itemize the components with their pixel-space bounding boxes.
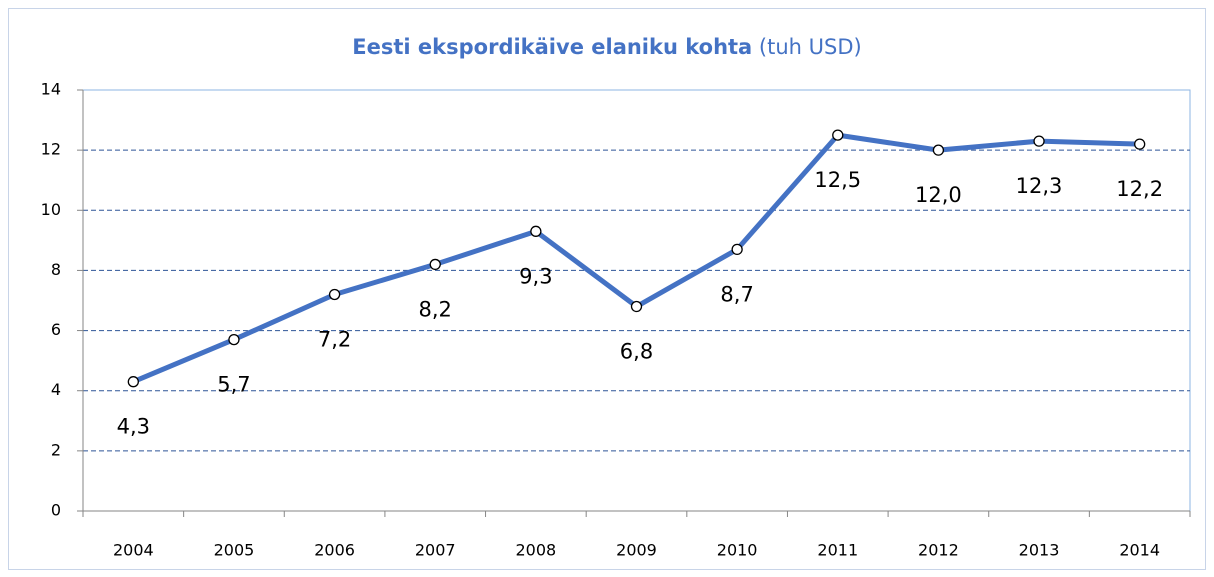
data-point <box>731 243 743 256</box>
x-tick-label: 2013 <box>1019 541 1060 560</box>
data-point <box>932 144 945 156</box>
y-tick-label: 6 <box>51 320 61 339</box>
data-label: 12,0 <box>915 183 962 207</box>
y-tick-label: 0 <box>51 501 61 520</box>
chart-title: Eesti ekspordikäive elaniku kohta <box>352 35 752 59</box>
data-point <box>127 376 139 388</box>
x-tick-label: 2009 <box>616 541 657 560</box>
x-tick-label: 2014 <box>1119 541 1160 560</box>
data-point <box>530 225 542 237</box>
data-label: 12,3 <box>1016 174 1063 198</box>
data-label: 12,5 <box>814 168 861 192</box>
x-tick-label: 2007 <box>415 541 456 560</box>
data-point <box>228 333 240 346</box>
chart-border <box>8 8 1206 570</box>
data-label: 9,3 <box>519 264 552 288</box>
x-tick-label: 2012 <box>918 541 959 560</box>
data-label: 8,2 <box>419 297 452 321</box>
data-label: 7,2 <box>318 327 351 351</box>
x-tick-label: 2005 <box>214 541 255 560</box>
x-tick-label: 2010 <box>717 541 758 560</box>
chart-subtitle: (tuh USD) <box>759 35 862 59</box>
y-tick-label: 4 <box>51 380 61 399</box>
y-tick-label: 10 <box>41 200 61 219</box>
y-tick-label: 14 <box>41 80 61 99</box>
y-tick-label: 2 <box>51 440 61 459</box>
y-tick-label: 8 <box>51 260 61 279</box>
chart-title-group: Eesti ekspordikäive elaniku kohta (tuh U… <box>352 35 861 59</box>
x-tick-label: 2004 <box>113 541 154 560</box>
data-label: 8,7 <box>720 282 753 306</box>
data-point <box>328 288 341 301</box>
data-point <box>630 300 643 313</box>
x-tick-label: 2008 <box>516 541 557 560</box>
x-tick-label: 2011 <box>817 541 858 560</box>
x-tick-label: 2006 <box>314 541 355 560</box>
data-label: 4,3 <box>117 415 150 439</box>
data-label: 5,7 <box>217 373 250 397</box>
data-point <box>832 129 844 141</box>
data-label: 6,8 <box>620 340 653 364</box>
data-point <box>1033 135 1045 147</box>
y-tick-label: 12 <box>41 140 61 159</box>
data-point <box>429 258 441 271</box>
data-point <box>1134 138 1146 150</box>
data-label: 12,2 <box>1116 177 1163 201</box>
